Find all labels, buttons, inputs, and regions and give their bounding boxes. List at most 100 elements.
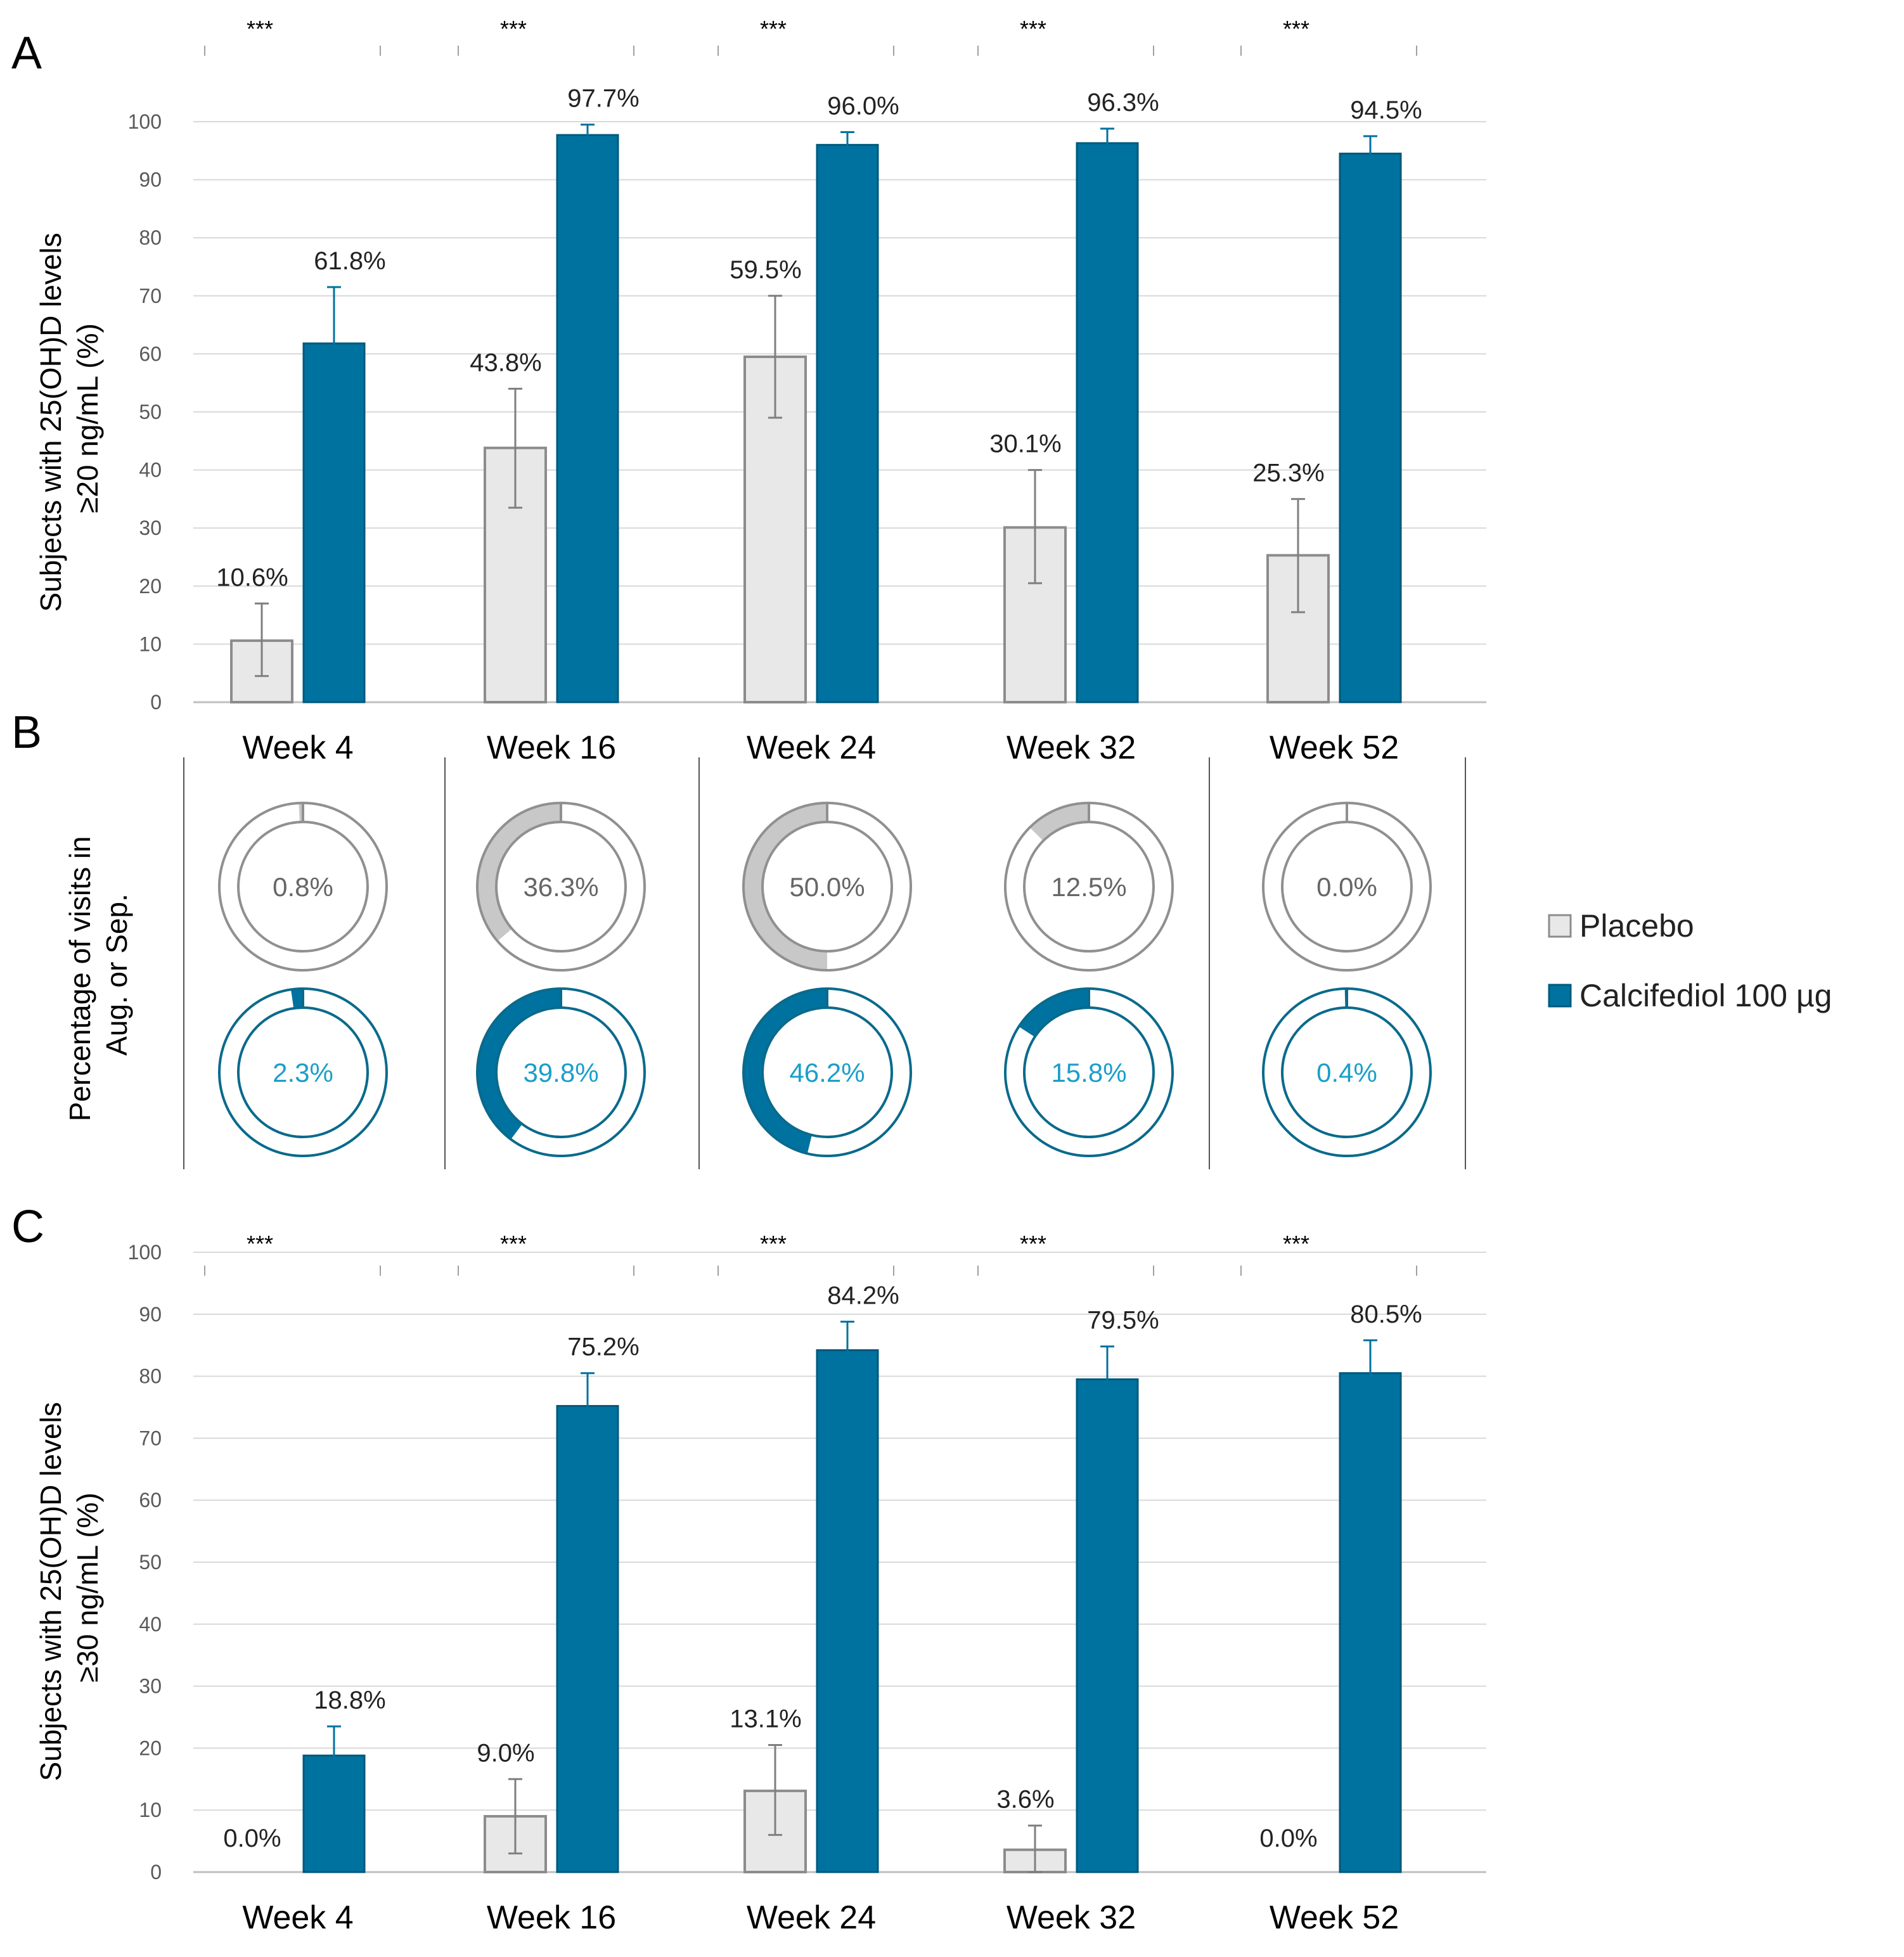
legend: Placebo Calcifediol 100 µg <box>1548 908 1832 1013</box>
panel-a-y-tick-100: 100 <box>128 110 162 133</box>
panel-a: A Subjects with 25(OH)D levels ≥20 ng/mL… <box>11 16 1486 766</box>
panel-c-y-tick-100: 100 <box>128 1241 162 1264</box>
panel-c-label-calcifediol-week-24: 84.2% <box>827 1282 899 1310</box>
panel-a-y-axis-title: Subjects with 25(OH)D levels ≥20 ng/mL (… <box>34 225 104 612</box>
panel-a-label-calcifediol-week-32: 96.3% <box>1087 89 1159 117</box>
panel-c-label-calcifediol-week-32: 79.5% <box>1087 1307 1159 1335</box>
panel-c-y-tick-80: 80 <box>139 1365 162 1388</box>
panel-c-category-week-16: Week 16 <box>487 1899 616 1936</box>
panel-b-y-axis-title-line2: Aug. or Sep. <box>100 894 133 1056</box>
panel-c-y-axis-title: Subjects with 25(OH)D levels ≥30 ng/mL (… <box>34 1394 104 1781</box>
panel-b-donut-label-calcifediol-week-4: 2.3% <box>273 1058 333 1088</box>
panel-a-letter: A <box>11 28 42 79</box>
panel-a-category-labels: Week 4 Week 16 Week 24 Week 32 Week 52 <box>242 729 1399 766</box>
panel-c-label-calcifediol-week-16: 75.2% <box>567 1333 639 1361</box>
panel-a-significance-week-4: *** <box>247 16 273 42</box>
panel-c-label-placebo-week-16: 9.0% <box>477 1739 534 1767</box>
panel-b-donut-segment-placebo-week-32 <box>1029 803 1089 841</box>
panel-b: B Percentage of visits in Aug. or Sep. 0… <box>11 707 1466 1169</box>
panel-c-significance-week-16: *** <box>500 1231 527 1257</box>
panel-a-category-week-24: Week 24 <box>747 729 876 766</box>
panel-c-bar-calcifediol-week-52 <box>1339 1372 1402 1873</box>
panel-c-bar-calcifediol-week-24 <box>816 1349 879 1873</box>
panel-b-donut-segment-calcifediol-week-24 <box>743 989 827 1154</box>
panel-a-y-tick-10: 10 <box>139 632 162 655</box>
panel-c-label-calcifediol-week-4: 18.8% <box>314 1686 385 1714</box>
panel-a-bar-calcifediol-week-32 <box>1076 142 1139 703</box>
panel-a-label-calcifediol-week-24: 96.0% <box>827 92 899 120</box>
panel-c-significance-week-24: *** <box>760 1231 787 1257</box>
panel-c-category-labels: Week 4 Week 16 Week 24 Week 32 Week 52 <box>242 1899 1399 1936</box>
panel-a-bars <box>230 134 1402 704</box>
panel-c-label-placebo-week-24: 13.1% <box>730 1705 801 1733</box>
panel-b-y-axis-title: Percentage of visits in Aug. or Sep. <box>63 828 133 1122</box>
legend-label-placebo: Placebo <box>1579 908 1694 944</box>
panel-b-donut-segment-calcifediol-week-4 <box>290 989 303 1009</box>
panel-c-y-axis-title-line2: ≥30 ng/mL (%) <box>71 1492 104 1683</box>
panel-b-donut-label-placebo-week-24: 50.0% <box>789 872 865 902</box>
panel-a-y-tick-0: 0 <box>150 691 162 714</box>
panel-c-label-placebo-week-32: 3.6% <box>996 1786 1054 1814</box>
legend-label-calcifediol: Calcifediol 100 µg <box>1579 978 1832 1013</box>
panel-a-bar-calcifediol-week-24 <box>816 144 879 703</box>
panel-b-donut-segment-placebo-week-24 <box>743 803 827 970</box>
panel-c-bar-calcifediol-week-32 <box>1076 1378 1139 1873</box>
panel-a-category-week-16: Week 16 <box>487 729 616 766</box>
panel-b-y-axis-title-line1: Percentage of visits in <box>63 836 96 1121</box>
panel-a-bar-calcifediol-week-52 <box>1339 152 1402 703</box>
panel-a-error-bars <box>255 124 1377 677</box>
panel-a-y-axis-title-line2: ≥20 ng/mL (%) <box>71 323 104 513</box>
panel-a-category-week-32: Week 32 <box>1007 729 1136 766</box>
legend-swatch-calcifediol <box>1548 984 1572 1008</box>
panel-c-significance-markers: *** *** *** *** *** <box>204 1231 1417 1276</box>
panel-c-bar-labels: 0.0% 18.8% 9.0% 75.2% 13.1% 84.2% 3.6% 79.5% 0.0… <box>223 1282 1422 1852</box>
panel-c-y-tick-50: 50 <box>139 1551 162 1574</box>
panel-b-donut-segment-calcifediol-week-16 <box>477 989 561 1139</box>
panel-a-y-tick-40: 40 <box>139 459 162 482</box>
panel-b-letter: B <box>11 707 42 758</box>
panel-b-donut-label-placebo-week-16: 36.3% <box>523 872 598 902</box>
panel-c-label-placebo-week-52: 0.0% <box>1259 1825 1317 1852</box>
panel-b-donut-label-placebo-week-52: 0.0% <box>1316 872 1377 902</box>
panel-a-significance-week-52: *** <box>1283 16 1309 42</box>
panel-b-donut-label-calcifediol-week-32: 15.8% <box>1051 1058 1126 1088</box>
panel-a-y-tick-labels: 0 10 20 30 40 50 60 70 80 90 100 <box>128 110 162 714</box>
panel-c-letter: C <box>11 1202 44 1252</box>
panel-c-y-tick-60: 60 <box>139 1489 162 1511</box>
panel-a-y-tick-70: 70 <box>139 285 162 307</box>
panel-c: C Subjects with 25(OH)D levels ≥30 ng/mL… <box>11 1202 1486 1936</box>
panel-a-y-tick-80: 80 <box>139 226 162 249</box>
panel-a-y-tick-30: 30 <box>139 517 162 539</box>
panel-a-y-tick-60: 60 <box>139 342 162 365</box>
panel-a-y-axis-title-line1: Subjects with 25(OH)D levels <box>34 233 67 612</box>
panel-b-donut-label-calcifediol-week-16: 39.8% <box>523 1058 598 1088</box>
panel-c-y-tick-70: 70 <box>139 1427 162 1449</box>
panel-a-significance-week-16: *** <box>500 16 527 42</box>
panel-c-error-bars <box>327 1321 1377 1873</box>
panel-a-bar-calcifediol-week-16 <box>556 134 619 703</box>
panel-a-bar-labels: 10.6% 61.8% 43.8% 97.7% 59.5% 96.0% 30.1% 96.3%… <box>216 85 1422 592</box>
panel-c-label-placebo-week-4: 0.0% <box>223 1825 281 1852</box>
panel-c-category-week-24: Week 24 <box>747 1899 876 1936</box>
panel-c-significance-week-32: *** <box>1020 1231 1046 1257</box>
panel-a-label-calcifediol-week-16: 97.7% <box>567 85 639 113</box>
panel-b-donut-label-placebo-week-32: 12.5% <box>1051 872 1126 902</box>
panel-c-category-week-52: Week 52 <box>1270 1899 1399 1936</box>
panel-a-label-placebo-week-32: 30.1% <box>989 430 1061 458</box>
panel-a-significance-week-24: *** <box>760 16 787 42</box>
panel-c-y-tick-90: 90 <box>139 1303 162 1326</box>
panel-b-donuts: 0.8% 36.3% 50.0% 12.5% 0.0% 2.3% 39.8% 46.2% 15.… <box>218 802 1432 1157</box>
panel-b-donut-segment-calcifediol-week-32 <box>1019 989 1089 1037</box>
panel-c-y-tick-10: 10 <box>139 1799 162 1821</box>
panel-c-significance-week-52: *** <box>1283 1231 1309 1257</box>
panel-a-y-tick-20: 20 <box>139 575 162 598</box>
panel-c-y-tick-20: 20 <box>139 1736 162 1759</box>
panel-c-bar-calcifediol-week-16 <box>556 1405 619 1873</box>
panel-a-label-placebo-week-24: 59.5% <box>730 256 801 284</box>
panel-c-y-tick-labels: 0 10 20 30 40 50 60 70 80 90 100 <box>128 1241 162 1883</box>
panel-c-y-tick-30: 30 <box>139 1675 162 1698</box>
panel-c-y-axis-title-line1: Subjects with 25(OH)D levels <box>34 1402 67 1781</box>
panel-a-label-placebo-week-16: 43.8% <box>470 349 541 376</box>
panel-a-y-tick-90: 90 <box>139 169 162 191</box>
